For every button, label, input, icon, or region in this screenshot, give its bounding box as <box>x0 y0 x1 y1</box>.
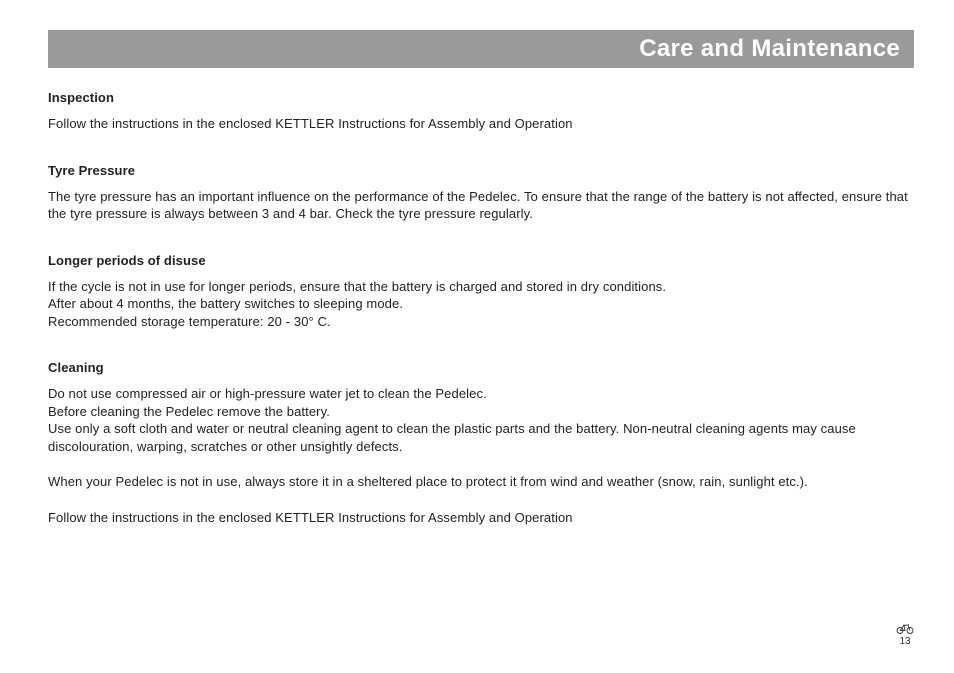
page-number: 13 <box>896 637 914 647</box>
section-heading: Cleaning <box>48 360 914 375</box>
section-heading: Tyre Pressure <box>48 163 914 178</box>
section-body: If the cycle is not in use for longer pe… <box>48 278 914 331</box>
page-title: Care and Maintenance <box>639 35 900 63</box>
section: Cleaning Do not use compressed air or hig… <box>48 360 914 526</box>
page: Care and Maintenance Inspection Follow th… <box>0 0 954 673</box>
body-paragraph: Follow the instructions in the enclosed … <box>48 115 914 133</box>
section-heading: Longer periods of disuse <box>48 253 914 268</box>
body-paragraph: When your Pedelec is not in use, always … <box>48 473 914 491</box>
section: Longer periods of disuse If the cycle is … <box>48 253 914 331</box>
title-bar: Care and Maintenance <box>48 30 914 68</box>
body-paragraph: Do not use compressed air or high-pressu… <box>48 385 914 455</box>
section: Inspection Follow the instructions in the… <box>48 90 914 133</box>
section-heading: Inspection <box>48 90 914 105</box>
body-paragraph: The tyre pressure has an important influ… <box>48 188 914 223</box>
section-body: Do not use compressed air or high-pressu… <box>48 385 914 526</box>
section-body: Follow the instructions in the enclosed … <box>48 115 914 133</box>
body-paragraph: Follow the instructions in the enclosed … <box>48 509 914 527</box>
body-paragraph: If the cycle is not in use for longer pe… <box>48 278 914 331</box>
content-body: Inspection Follow the instructions in the… <box>48 90 914 527</box>
section: Tyre Pressure The tyre pressure has an im… <box>48 163 914 223</box>
section-body: The tyre pressure has an important influ… <box>48 188 914 223</box>
page-footer: 13 <box>896 623 914 647</box>
bicycle-icon <box>896 623 914 636</box>
